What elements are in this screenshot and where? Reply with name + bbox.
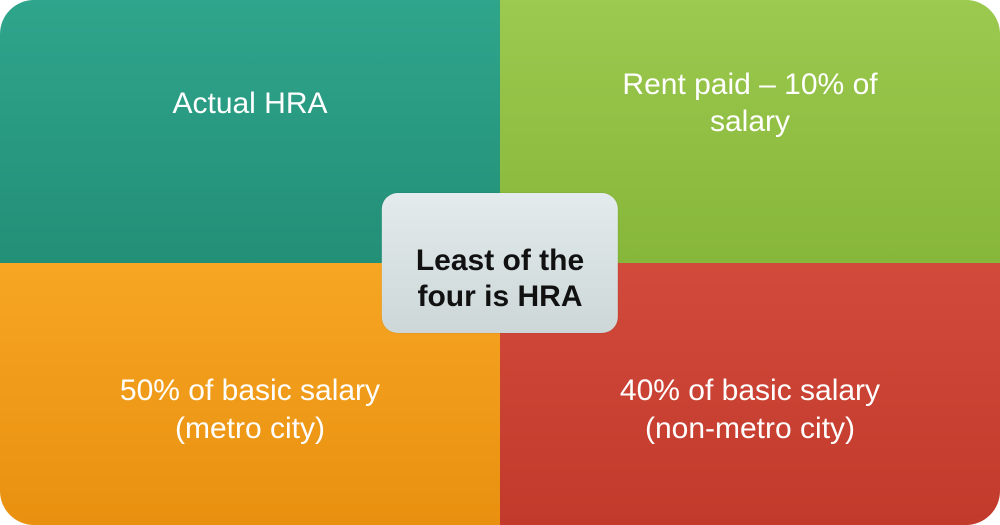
quadrant-top-left-label: Actual HRA xyxy=(172,85,327,123)
quadrant-top-right-label: Rent paid – 10% of salary xyxy=(622,66,877,141)
center-badge-label: Least of the four is HRA xyxy=(416,244,584,313)
quadrant-bottom-left-label: 50% of basic salary (metro city) xyxy=(120,372,380,447)
hra-infographic: Actual HRA Rent paid – 10% of salary 50%… xyxy=(0,0,1000,525)
quadrant-bottom-right-label: 40% of basic salary (non-metro city) xyxy=(620,372,880,447)
center-badge: Least of the four is HRA xyxy=(382,193,618,333)
